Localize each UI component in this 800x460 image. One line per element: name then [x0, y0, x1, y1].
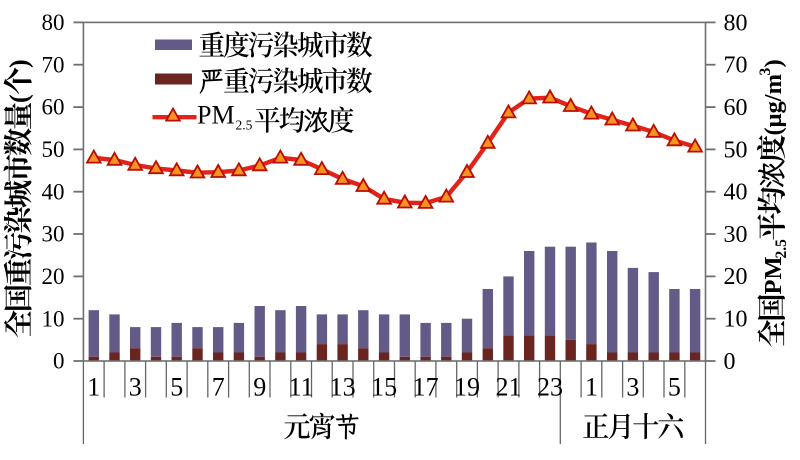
svg-text:50: 50 — [42, 137, 65, 162]
svg-text:(: ( — [5, 94, 34, 103]
svg-text:3: 3 — [626, 373, 639, 402]
svg-text:): ) — [5, 59, 34, 68]
svg-text:): ) — [760, 59, 787, 67]
svg-text:1: 1 — [585, 373, 598, 402]
svg-text:50: 50 — [724, 137, 748, 163]
svg-text:21: 21 — [496, 373, 522, 402]
svg-text:PM: PM — [760, 256, 787, 294]
svg-text:9: 9 — [253, 373, 266, 402]
svg-text:70: 70 — [724, 53, 748, 79]
svg-text:(μg/m: (μg/m — [760, 74, 787, 136]
svg-text:5: 5 — [668, 373, 681, 402]
svg-text:3: 3 — [129, 373, 142, 402]
svg-text:70: 70 — [42, 52, 65, 77]
svg-text:15: 15 — [371, 373, 397, 402]
svg-text:7: 7 — [212, 373, 225, 402]
svg-text:13: 13 — [330, 373, 356, 402]
svg-text:20: 20 — [724, 264, 748, 290]
svg-text:2.5: 2.5 — [773, 239, 790, 259]
svg-text:PM: PM — [197, 101, 235, 130]
svg-text:40: 40 — [42, 179, 65, 204]
svg-text:23: 23 — [537, 373, 563, 402]
svg-text:30: 30 — [724, 222, 748, 248]
svg-text:10: 10 — [724, 307, 748, 333]
svg-text:80: 80 — [724, 10, 748, 36]
svg-text:80: 80 — [42, 10, 65, 35]
svg-text:60: 60 — [42, 95, 65, 120]
svg-text:3: 3 — [757, 68, 774, 76]
svg-text:2.5: 2.5 — [236, 118, 253, 133]
svg-text:60: 60 — [724, 95, 748, 121]
svg-text:19: 19 — [454, 373, 480, 402]
svg-text:40: 40 — [724, 180, 748, 206]
svg-text:5: 5 — [170, 373, 183, 402]
svg-text:17: 17 — [413, 373, 439, 402]
svg-text:30: 30 — [42, 222, 65, 247]
svg-text:11: 11 — [289, 373, 314, 402]
svg-text:10: 10 — [42, 306, 65, 331]
svg-text:20: 20 — [42, 264, 65, 289]
svg-text:0: 0 — [53, 349, 65, 374]
svg-text:1: 1 — [87, 373, 100, 402]
svg-text:0: 0 — [724, 349, 736, 375]
